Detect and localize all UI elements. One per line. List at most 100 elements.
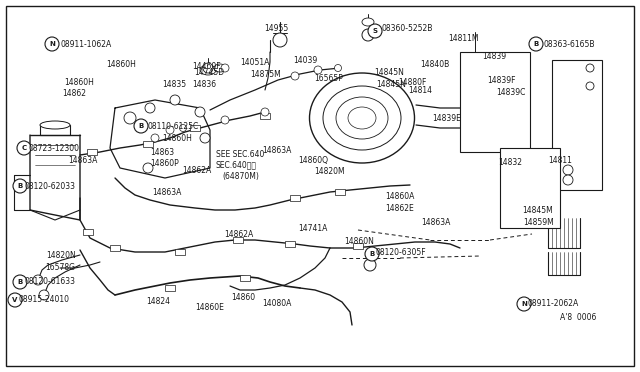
Circle shape — [517, 297, 531, 311]
Text: 08911-2062A: 08911-2062A — [528, 299, 579, 308]
Text: 14839E: 14839E — [432, 113, 461, 122]
Circle shape — [314, 66, 322, 74]
Bar — [165, 285, 175, 291]
Circle shape — [45, 37, 59, 51]
Text: B: B — [17, 279, 22, 285]
Text: SEE SEC.640: SEE SEC.640 — [216, 150, 264, 158]
Text: C: C — [21, 145, 27, 151]
Text: 14862A: 14862A — [182, 166, 211, 174]
Circle shape — [221, 116, 229, 124]
Text: 14862E: 14862E — [385, 203, 413, 212]
Text: 14840B: 14840B — [420, 60, 449, 68]
Text: 14860H: 14860H — [162, 134, 192, 142]
Bar — [552, 60, 602, 190]
Circle shape — [134, 119, 148, 133]
Circle shape — [195, 107, 205, 117]
Text: 14860Q: 14860Q — [298, 155, 328, 164]
Text: 14460F: 14460F — [192, 61, 221, 71]
Bar — [175, 249, 185, 255]
Text: B: B — [17, 183, 22, 189]
Text: 14860E: 14860E — [195, 304, 224, 312]
Bar — [110, 245, 120, 251]
Text: 14880F: 14880F — [398, 77, 426, 87]
Text: 14863A: 14863A — [68, 155, 97, 164]
Circle shape — [17, 141, 31, 155]
Circle shape — [145, 103, 155, 113]
Bar — [190, 125, 200, 131]
Circle shape — [368, 24, 382, 38]
Text: 14845M: 14845M — [522, 205, 553, 215]
Text: 14811M: 14811M — [448, 33, 479, 42]
Circle shape — [33, 275, 43, 285]
Text: 14836: 14836 — [192, 80, 216, 89]
Text: B: B — [533, 41, 539, 47]
Text: 14820N: 14820N — [46, 251, 76, 260]
Text: 14820M: 14820M — [314, 167, 344, 176]
Circle shape — [261, 108, 269, 116]
Circle shape — [586, 82, 594, 90]
Text: 08915-24010: 08915-24010 — [18, 295, 69, 305]
Bar — [290, 195, 300, 201]
Text: 08911-1062A: 08911-1062A — [60, 39, 111, 48]
Ellipse shape — [204, 67, 212, 73]
Text: N: N — [521, 301, 527, 307]
Text: 14839C: 14839C — [496, 87, 525, 96]
Ellipse shape — [336, 97, 388, 139]
Bar — [83, 229, 93, 235]
Text: 16578G: 16578G — [45, 263, 75, 273]
Bar — [460, 52, 530, 152]
Ellipse shape — [200, 65, 216, 75]
Text: 14862: 14862 — [62, 89, 86, 97]
Text: 08120-62033: 08120-62033 — [24, 182, 75, 190]
Text: 14811: 14811 — [548, 155, 572, 164]
Text: 14051A: 14051A — [240, 58, 269, 67]
Bar — [260, 113, 270, 119]
Bar — [335, 189, 345, 195]
Text: 14859M: 14859M — [523, 218, 554, 227]
Bar — [353, 243, 363, 249]
Text: 14863: 14863 — [150, 148, 174, 157]
Text: 08120-61633: 08120-61633 — [24, 278, 75, 286]
Text: 14860H: 14860H — [64, 77, 94, 87]
Text: 14862A: 14862A — [224, 230, 253, 238]
Bar — [500, 148, 560, 228]
Text: 14839: 14839 — [482, 51, 506, 61]
Bar — [143, 141, 153, 147]
Text: 14039: 14039 — [293, 55, 317, 64]
Text: 14080A: 14080A — [262, 299, 291, 308]
Text: 14860P: 14860P — [150, 158, 179, 167]
Text: 14955: 14955 — [264, 23, 288, 32]
Text: 14839F: 14839F — [487, 76, 515, 84]
Text: 08360-5252B: 08360-5252B — [382, 23, 433, 32]
Text: 14745D: 14745D — [194, 67, 224, 77]
Bar — [240, 275, 250, 281]
Text: 14860A: 14860A — [385, 192, 414, 201]
Text: 14835: 14835 — [162, 80, 186, 89]
Circle shape — [563, 175, 573, 185]
Circle shape — [200, 133, 210, 143]
Circle shape — [221, 64, 229, 72]
Text: 14832: 14832 — [498, 157, 522, 167]
Circle shape — [586, 64, 594, 72]
Circle shape — [291, 72, 299, 80]
Circle shape — [365, 247, 379, 261]
Circle shape — [143, 163, 153, 173]
Text: N: N — [49, 41, 55, 47]
Circle shape — [203, 63, 213, 73]
Text: 14814: 14814 — [408, 86, 432, 94]
Text: 14860H: 14860H — [106, 60, 136, 68]
Text: 08723-12300: 08723-12300 — [28, 144, 79, 153]
Circle shape — [529, 37, 543, 51]
Text: 14824: 14824 — [146, 298, 170, 307]
Ellipse shape — [323, 86, 401, 150]
Text: 14863A: 14863A — [421, 218, 451, 227]
Ellipse shape — [348, 107, 376, 129]
Bar — [233, 237, 243, 243]
Text: 14863A: 14863A — [262, 145, 291, 154]
Circle shape — [166, 126, 174, 134]
Text: B: B — [369, 251, 374, 257]
Text: 14741A: 14741A — [298, 224, 328, 232]
Circle shape — [335, 64, 342, 71]
Text: 08120-6305F: 08120-6305F — [376, 247, 427, 257]
Circle shape — [13, 179, 27, 193]
